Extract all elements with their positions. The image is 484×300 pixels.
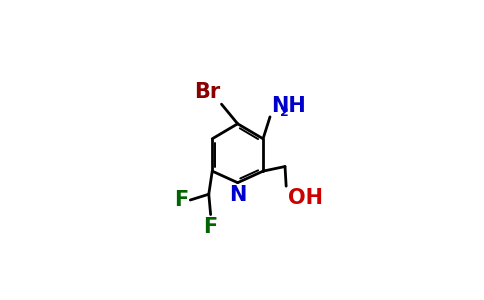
Text: NH: NH — [271, 96, 306, 116]
Text: Br: Br — [194, 82, 220, 102]
Text: F: F — [174, 190, 188, 210]
Text: N: N — [229, 184, 246, 205]
Text: 2: 2 — [280, 106, 288, 119]
Text: OH: OH — [288, 188, 323, 208]
Text: F: F — [203, 217, 218, 237]
